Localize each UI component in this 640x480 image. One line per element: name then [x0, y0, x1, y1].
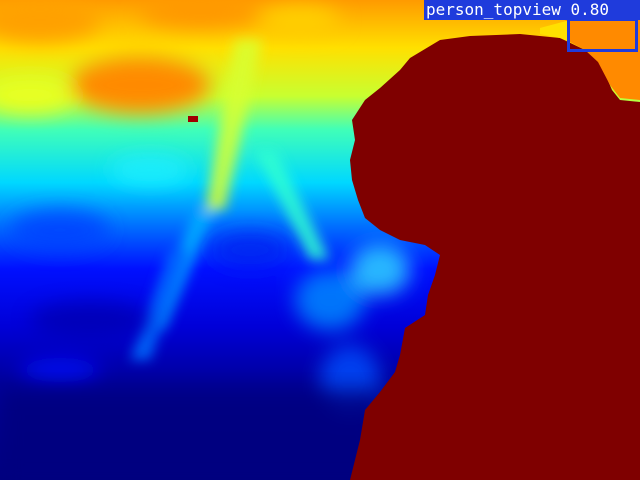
noise-speck: [188, 116, 198, 122]
detection-label: person_topview 0.80: [424, 0, 640, 20]
detection-bounding-box: [567, 18, 638, 52]
light-streaks: [130, 40, 330, 360]
far-right-region: [565, 18, 640, 100]
person-silhouette-region: [350, 34, 640, 480]
far-region-patches: [0, 0, 340, 113]
far-right-region-edge: [540, 20, 570, 42]
near-region: [0, 390, 380, 480]
